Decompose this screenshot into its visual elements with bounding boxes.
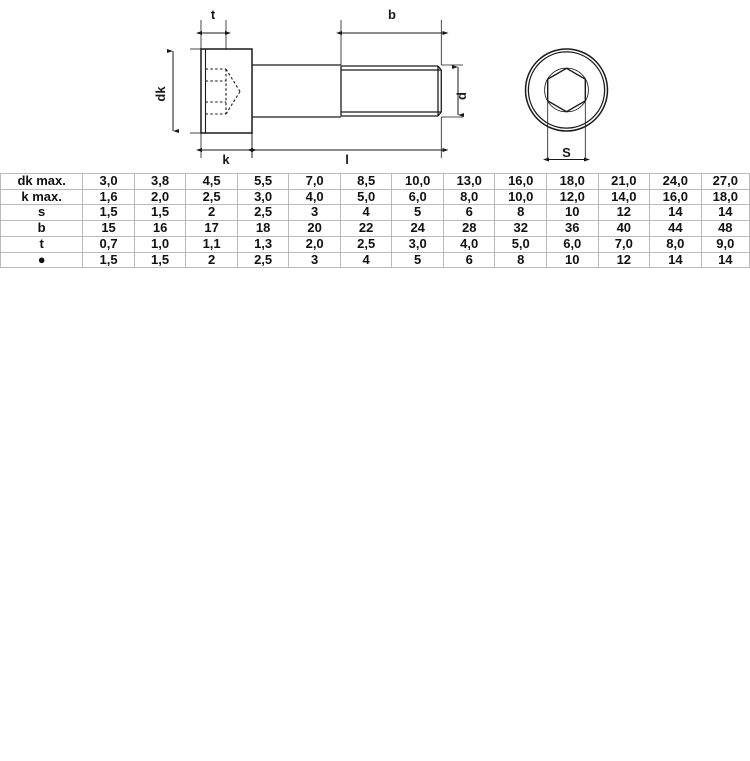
svg-text:d: d bbox=[454, 92, 469, 100]
svg-text:t: t bbox=[211, 7, 216, 22]
svg-text:dk: dk bbox=[153, 86, 168, 102]
svg-text:k: k bbox=[222, 152, 230, 167]
svg-text:l: l bbox=[345, 152, 349, 167]
svg-text:b: b bbox=[388, 7, 396, 22]
svg-text:S: S bbox=[562, 145, 571, 160]
